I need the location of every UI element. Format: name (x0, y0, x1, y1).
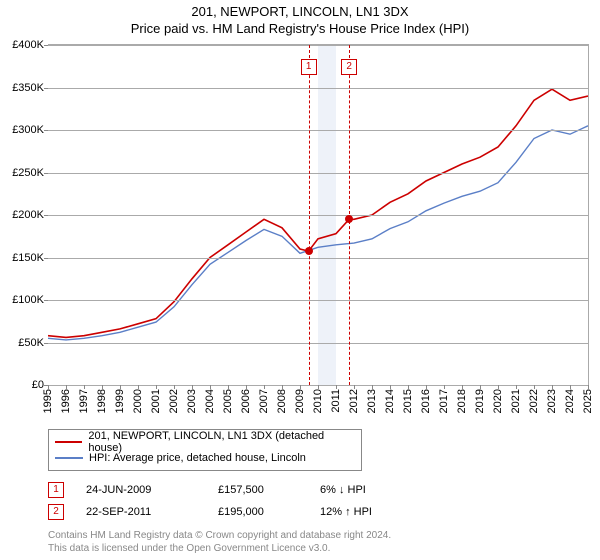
x-tick-label: 2005 (222, 389, 234, 413)
transaction-point (305, 247, 313, 255)
x-tick-label: 2015 (402, 389, 414, 413)
footer-line: This data is licensed under the Open Gov… (48, 542, 600, 555)
x-tick-label: 1995 (42, 389, 54, 413)
x-tick-label: 2018 (456, 389, 468, 413)
transaction-hpi-delta: 6% ↓ HPI (320, 484, 420, 496)
x-tick-label: 1998 (96, 389, 108, 413)
y-tick-label: £300K (0, 124, 44, 136)
transaction-date: 22-SEP-2011 (86, 506, 196, 518)
footer-attribution: Contains HM Land Registry data © Crown c… (48, 529, 600, 555)
x-tick-label: 2007 (258, 389, 270, 413)
y-tick (44, 45, 48, 46)
x-tick-label: 2003 (186, 389, 198, 413)
x-tick-label: 2014 (384, 389, 396, 413)
y-tick (44, 215, 48, 216)
footer-line: Contains HM Land Registry data © Crown c… (48, 529, 600, 542)
y-tick-label: £400K (0, 39, 44, 51)
event-vline (309, 45, 310, 385)
y-tick-label: £0 (0, 379, 44, 391)
legend-label: 201, NEWPORT, LINCOLN, LN1 3DX (detached… (88, 430, 355, 454)
gridline (48, 45, 588, 46)
plot-area: £0£50K£100K£150K£200K£250K£300K£350K£400… (48, 44, 589, 385)
legend-item: 201, NEWPORT, LINCOLN, LN1 3DX (detached… (55, 434, 355, 450)
x-tick-label: 1999 (114, 389, 126, 413)
event-marker-label: 2 (341, 59, 357, 75)
x-tick-label: 2001 (150, 389, 162, 413)
title-block: 201, NEWPORT, LINCOLN, LN1 3DX Price pai… (0, 0, 600, 36)
legend-swatch (55, 457, 83, 459)
gridline (48, 88, 588, 89)
y-tick-label: £200K (0, 209, 44, 221)
y-tick (44, 130, 48, 131)
x-tick-label: 2004 (204, 389, 216, 413)
chart-container: 201, NEWPORT, LINCOLN, LN1 3DX Price pai… (0, 0, 600, 560)
transaction-price: £195,000 (218, 506, 298, 518)
event-marker-label: 1 (301, 59, 317, 75)
y-tick (44, 173, 48, 174)
legend-swatch (55, 441, 82, 443)
x-tick-label: 2012 (348, 389, 360, 413)
x-tick-label: 2016 (420, 389, 432, 413)
x-tick-label: 2002 (168, 389, 180, 413)
transaction-price: £157,500 (218, 484, 298, 496)
x-tick-label: 2019 (474, 389, 486, 413)
x-tick-label: 2025 (582, 389, 594, 413)
x-tick-label: 2009 (294, 389, 306, 413)
gridline (48, 258, 588, 259)
legend-label: HPI: Average price, detached house, Linc… (89, 452, 306, 464)
gridline (48, 130, 588, 131)
x-tick-label: 2023 (546, 389, 558, 413)
x-tick-label: 2011 (330, 389, 342, 413)
x-tick-label: 2017 (438, 389, 450, 413)
transaction-point (345, 215, 353, 223)
gridline (48, 300, 588, 301)
transaction-row: 1 24-JUN-2009 £157,500 6% ↓ HPI (48, 479, 600, 501)
y-tick-label: £250K (0, 167, 44, 179)
y-tick (44, 300, 48, 301)
transaction-marker: 2 (48, 504, 64, 520)
gridline (48, 173, 588, 174)
x-tick-label: 2010 (312, 389, 324, 413)
legend-box: 201, NEWPORT, LINCOLN, LN1 3DX (detached… (48, 429, 362, 471)
transaction-date: 24-JUN-2009 (86, 484, 196, 496)
y-tick (44, 88, 48, 89)
y-tick-label: £150K (0, 252, 44, 264)
chart-title-subtitle: Price paid vs. HM Land Registry's House … (0, 21, 600, 36)
x-tick-label: 2021 (510, 389, 522, 413)
transaction-marker: 1 (48, 482, 64, 498)
y-tick (44, 258, 48, 259)
x-tick-label: 2013 (366, 389, 378, 413)
x-tick-label: 1997 (78, 389, 90, 413)
gridline (48, 215, 588, 216)
chart-title-address: 201, NEWPORT, LINCOLN, LN1 3DX (0, 4, 600, 19)
y-tick-label: £50K (0, 337, 44, 349)
y-tick (44, 343, 48, 344)
x-tick-label: 2008 (276, 389, 288, 413)
transactions-table: 1 24-JUN-2009 £157,500 6% ↓ HPI 2 22-SEP… (48, 479, 600, 523)
y-tick-label: £350K (0, 82, 44, 94)
transaction-hpi-delta: 12% ↑ HPI (320, 506, 420, 518)
series-line (48, 126, 588, 340)
x-tick-label: 1996 (60, 389, 72, 413)
gridline (48, 343, 588, 344)
x-tick-label: 2006 (240, 389, 252, 413)
x-tick-label: 2024 (564, 389, 576, 413)
x-tick-label: 2000 (132, 389, 144, 413)
x-tick-label: 2020 (492, 389, 504, 413)
y-tick-label: £100K (0, 294, 44, 306)
transaction-row: 2 22-SEP-2011 £195,000 12% ↑ HPI (48, 501, 600, 523)
x-tick-label: 2022 (528, 389, 540, 413)
